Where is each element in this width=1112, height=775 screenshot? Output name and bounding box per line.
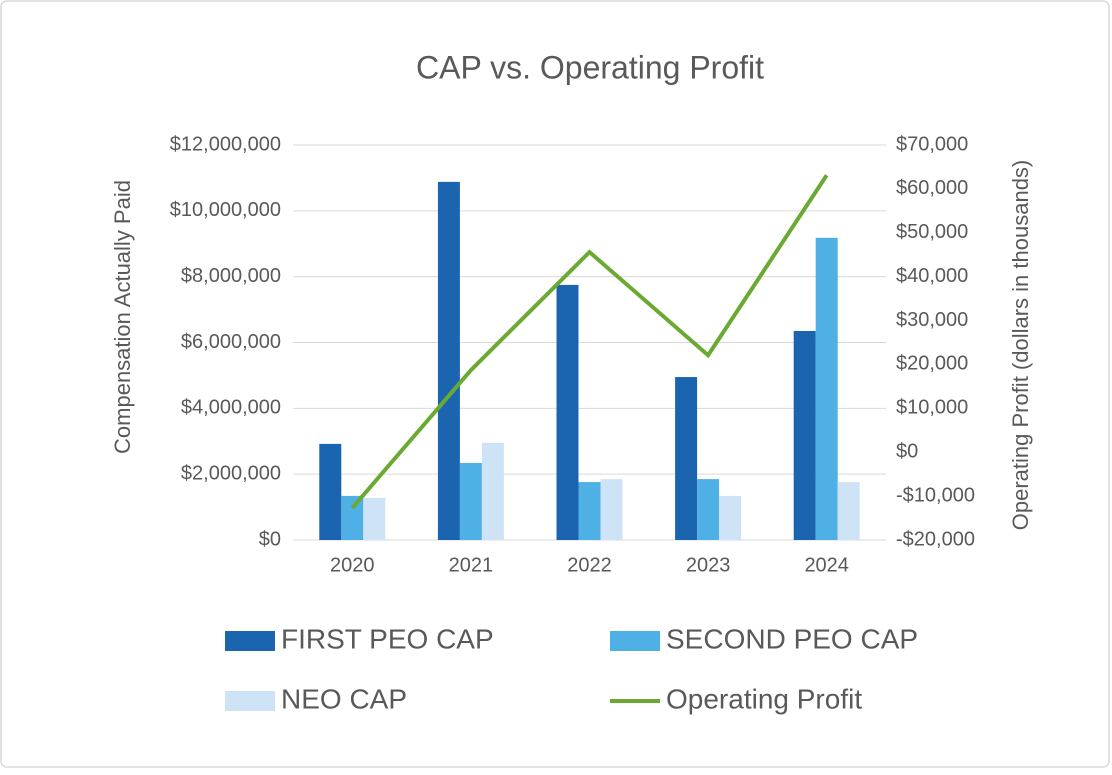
x-tick-label: 2022 xyxy=(567,554,612,576)
legend-label: SECOND PEO CAP xyxy=(666,623,918,654)
bar xyxy=(793,330,816,540)
line-series xyxy=(350,174,829,510)
bar xyxy=(363,497,386,540)
chart-title: CAP vs. Operating Profit xyxy=(416,49,764,85)
bar xyxy=(481,442,504,540)
bar xyxy=(675,377,698,540)
bar xyxy=(578,482,601,540)
x-tick-label: 2020 xyxy=(330,554,375,576)
bar xyxy=(459,462,482,540)
y-tick-label: $10,000,000 xyxy=(170,199,281,221)
bar xyxy=(319,443,342,540)
x-tick-label: 2024 xyxy=(804,554,849,576)
y-tick-label: $6,000,000 xyxy=(181,331,281,353)
y-tick-label: $8,000,000 xyxy=(181,265,281,287)
bar xyxy=(341,495,364,540)
bar xyxy=(837,482,860,540)
x-tick-label: 2021 xyxy=(449,554,494,576)
y2-tick-label: $0 xyxy=(896,441,918,463)
y-tick-label: $12,000,000 xyxy=(170,133,281,155)
legend-label: Operating Profit xyxy=(666,683,862,714)
y2-tick-label: $40,000 xyxy=(896,265,968,287)
y-axis-title: Compensation Actually Paid xyxy=(110,180,135,454)
legend-label: NEO CAP xyxy=(281,683,407,714)
y-tick-label: $2,000,000 xyxy=(181,462,281,484)
bar xyxy=(600,479,623,540)
legend-swatch xyxy=(225,631,275,651)
y2-tick-label: $10,000 xyxy=(896,397,968,419)
x-tick-label: 2023 xyxy=(686,554,731,576)
y2-axis-title: Operating Profit (dollars in thousands) xyxy=(1008,160,1033,531)
legend-label: FIRST PEO CAP xyxy=(281,623,494,654)
bar xyxy=(815,237,838,540)
bar xyxy=(719,495,742,540)
y-tick-label: $0 xyxy=(259,528,281,550)
y2-tick-label: $20,000 xyxy=(896,353,968,375)
legend-swatch xyxy=(610,631,660,651)
bar xyxy=(697,479,720,540)
y2-tick-label: $50,000 xyxy=(896,221,968,243)
bar xyxy=(437,181,460,540)
y-tick-label: $4,000,000 xyxy=(181,397,281,419)
y2-tick-label: -$10,000 xyxy=(896,484,975,506)
y2-tick-label: $70,000 xyxy=(896,133,968,155)
legend-swatch xyxy=(225,691,275,711)
y2-tick-label: $30,000 xyxy=(896,309,968,331)
bar xyxy=(556,284,579,540)
y2-tick-label: -$20,000 xyxy=(896,528,975,550)
y2-tick-label: $60,000 xyxy=(896,177,968,199)
